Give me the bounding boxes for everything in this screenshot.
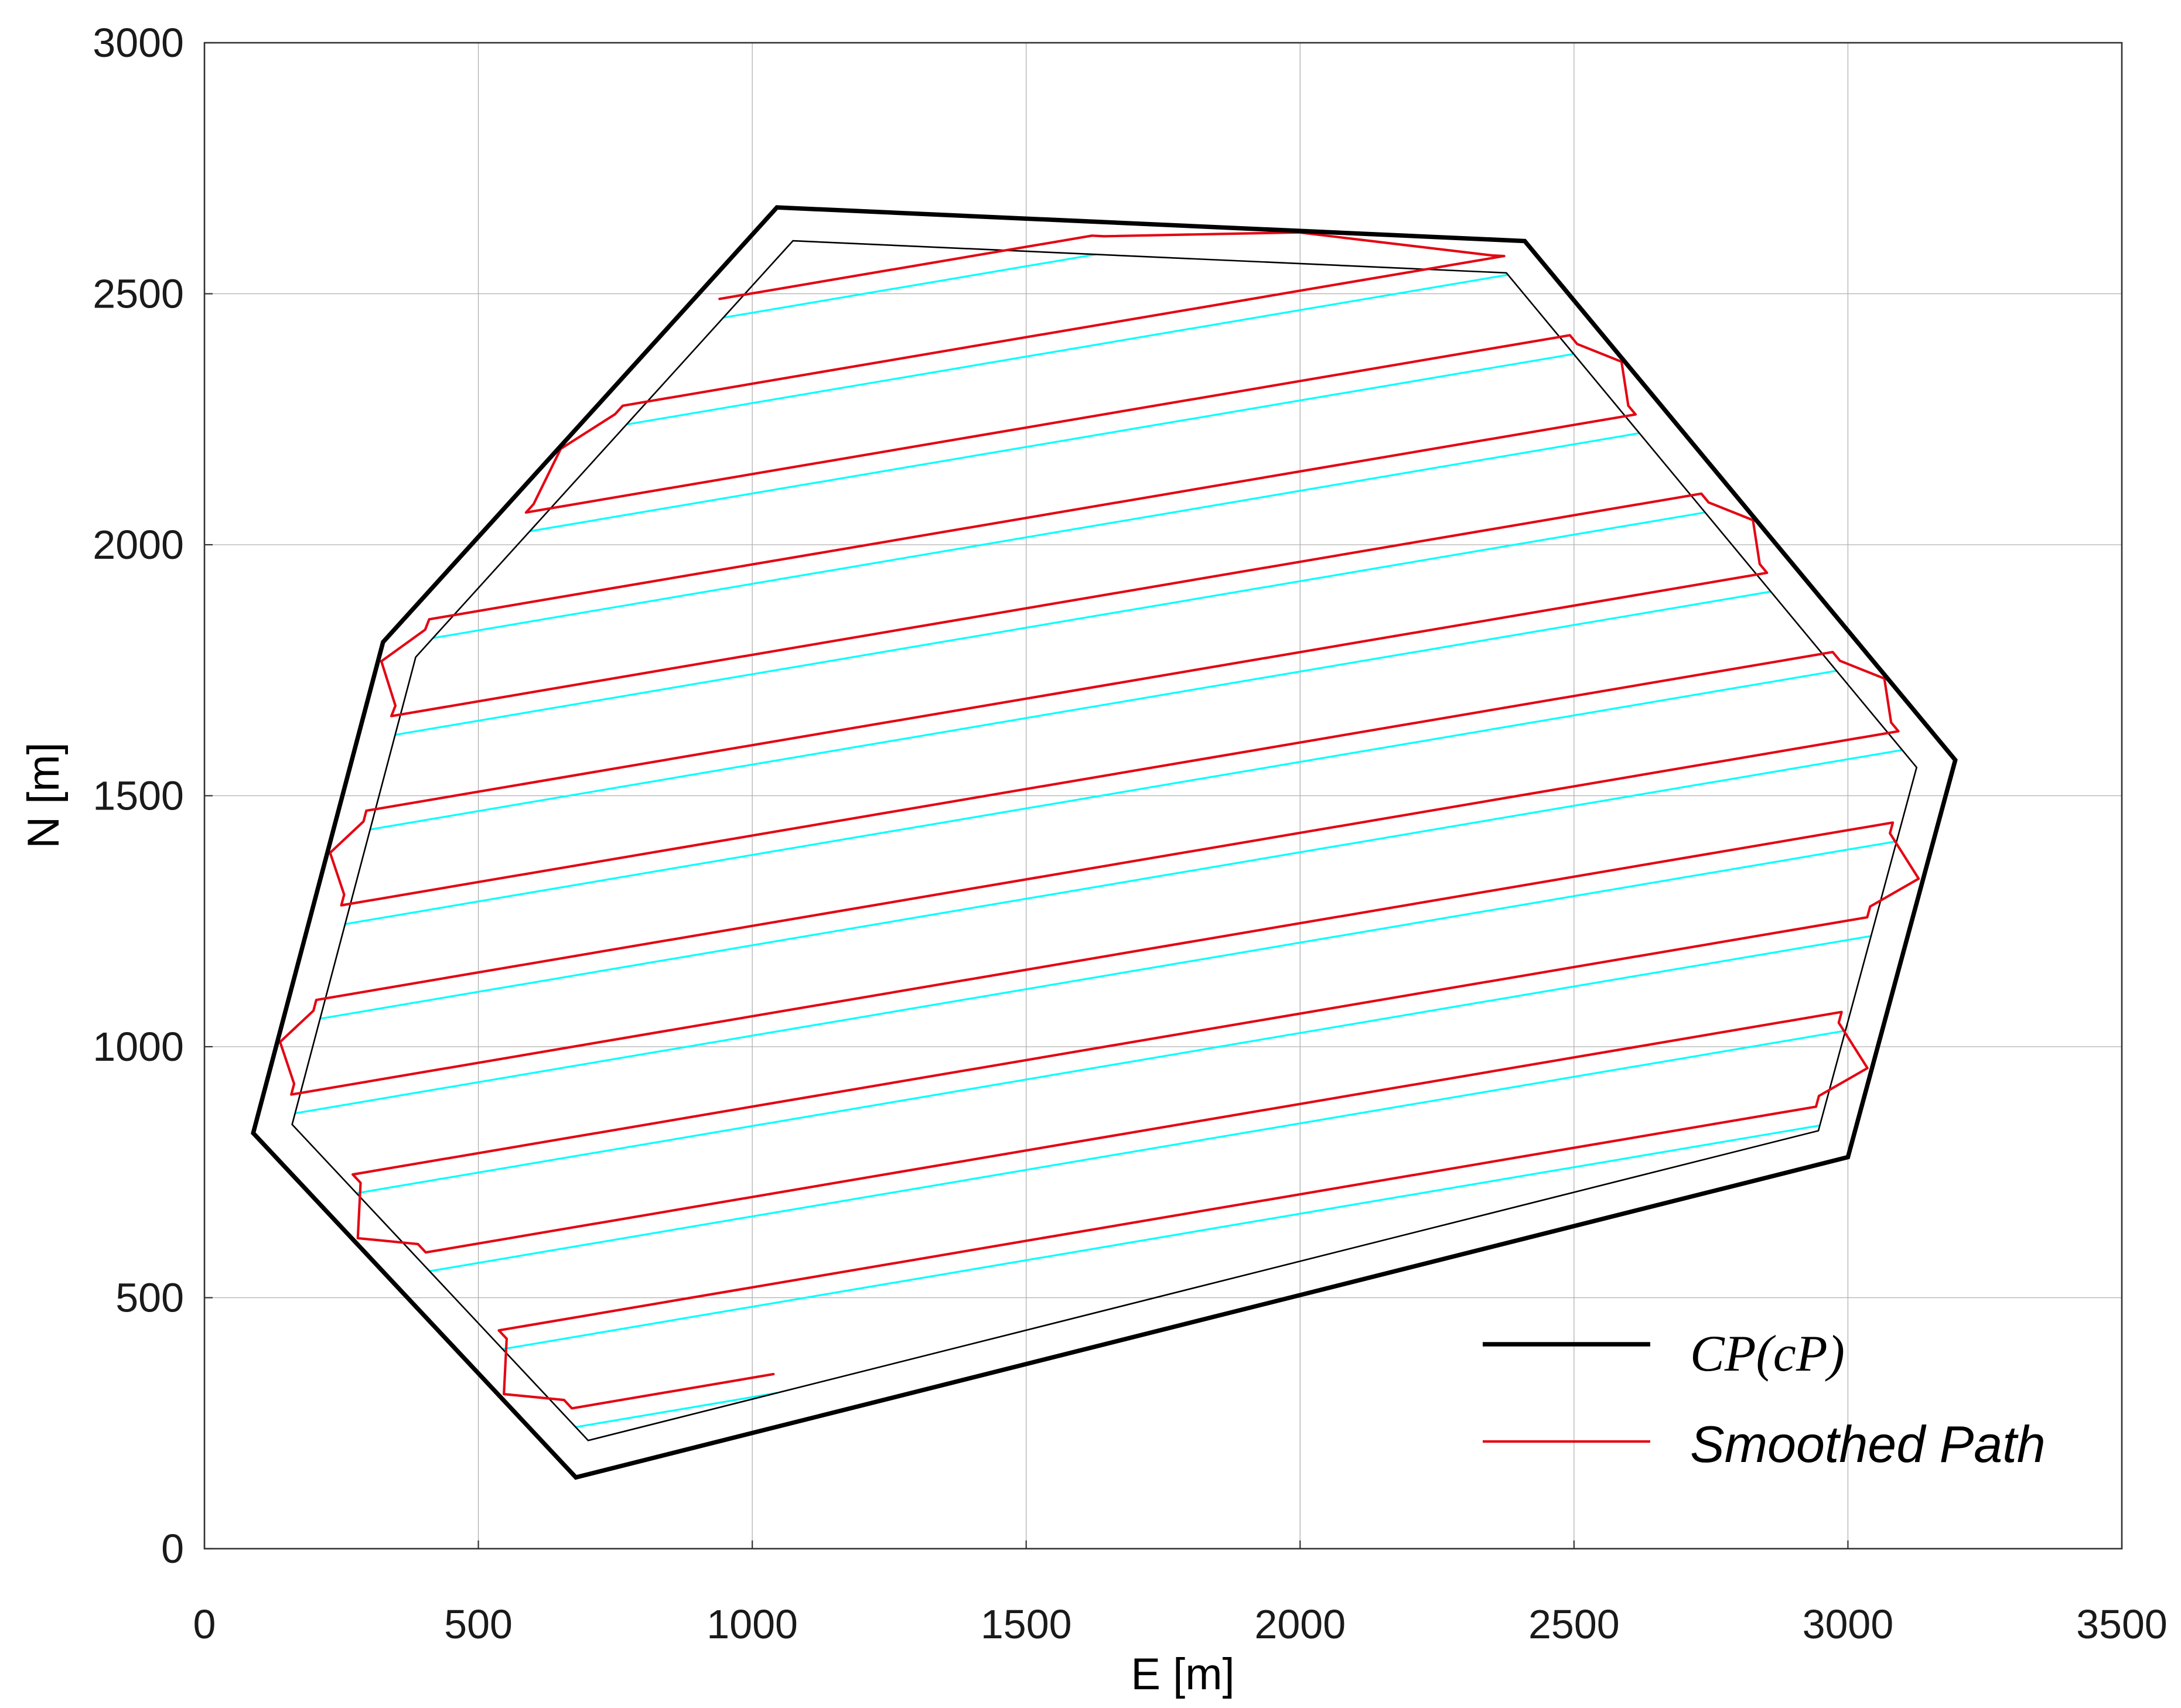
- svg-text:3500: 3500: [2076, 1601, 2168, 1647]
- svg-text:3000: 3000: [1803, 1601, 1894, 1647]
- svg-text:N [m]: N [m]: [19, 742, 69, 849]
- svg-text:E [m]: E [m]: [1131, 1649, 1234, 1699]
- svg-text:CP(cP): CP(cP): [1690, 1326, 1845, 1382]
- svg-text:Smoothed Path: Smoothed Path: [1690, 1415, 2046, 1473]
- svg-text:500: 500: [444, 1601, 513, 1647]
- svg-text:1500: 1500: [981, 1601, 1072, 1647]
- svg-text:3000: 3000: [93, 20, 184, 66]
- svg-text:0: 0: [193, 1601, 216, 1647]
- svg-text:1500: 1500: [93, 773, 184, 819]
- svg-text:2500: 2500: [93, 271, 184, 317]
- svg-text:2500: 2500: [1528, 1601, 1620, 1647]
- svg-text:500: 500: [115, 1275, 184, 1321]
- svg-text:2000: 2000: [93, 522, 184, 568]
- svg-text:1000: 1000: [706, 1601, 798, 1647]
- svg-text:2000: 2000: [1254, 1601, 1346, 1647]
- svg-text:0: 0: [161, 1526, 184, 1572]
- svg-text:1000: 1000: [93, 1024, 184, 1070]
